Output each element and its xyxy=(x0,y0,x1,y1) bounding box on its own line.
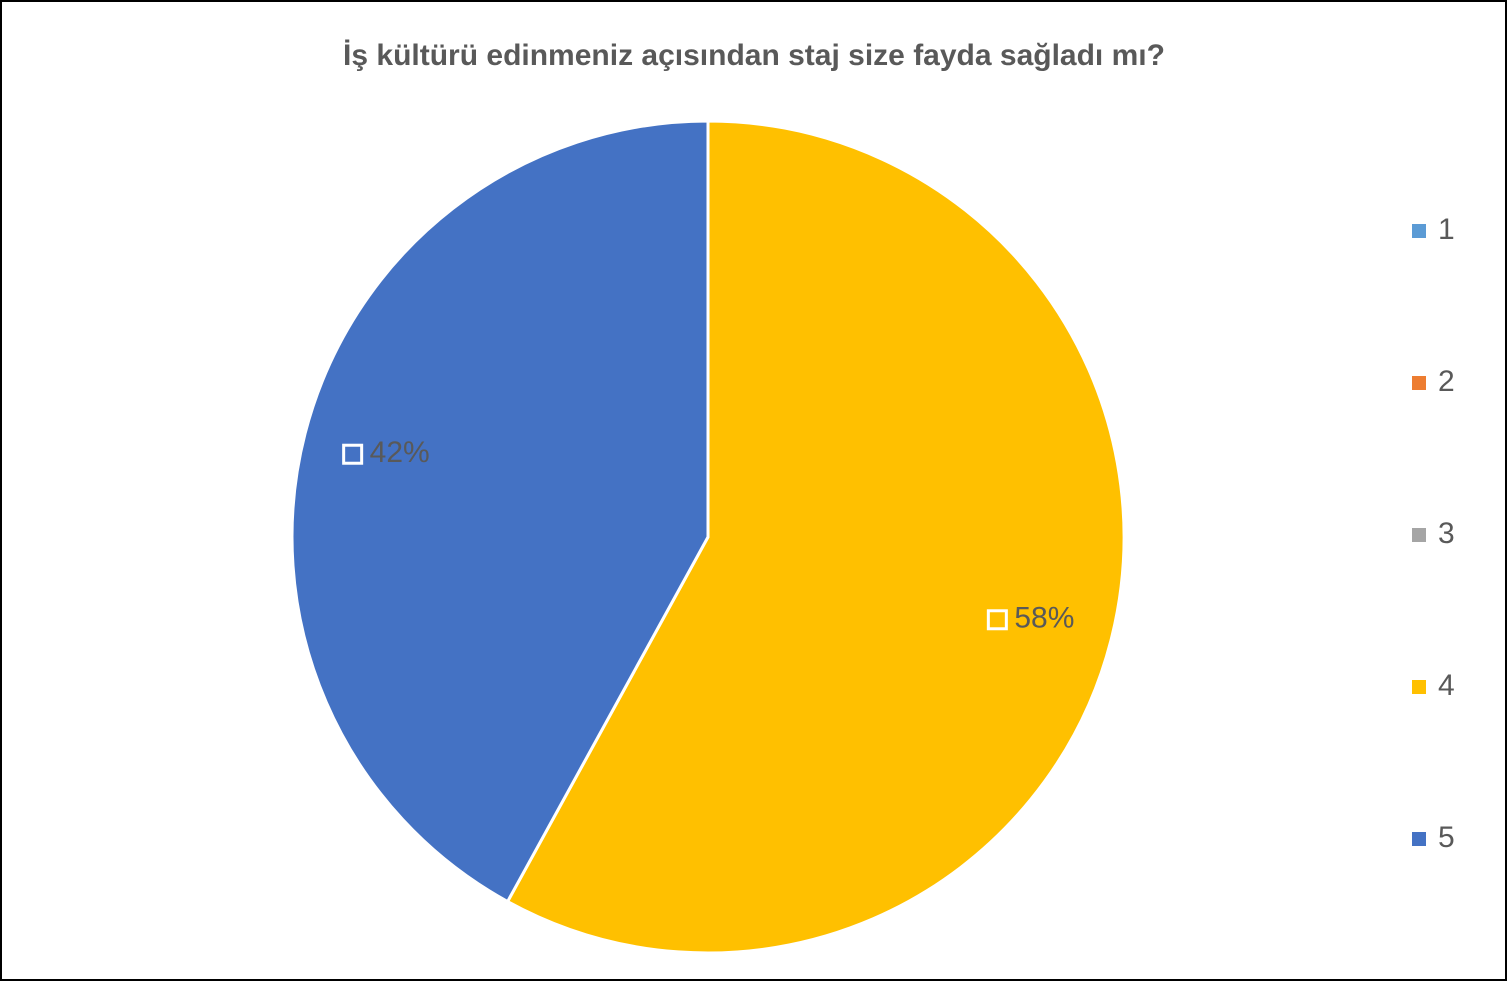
label-box xyxy=(342,443,364,465)
pie-slice xyxy=(505,119,1126,955)
legend-label: 1 xyxy=(1438,213,1455,246)
pie-slice xyxy=(290,119,710,904)
chart-title: İş kültürü edinmeniz açısından staj size… xyxy=(343,39,1165,72)
label-box xyxy=(986,609,1008,631)
legend-swatch xyxy=(1412,832,1426,846)
legend-label: 2 xyxy=(1438,365,1455,398)
legend-swatch xyxy=(1412,528,1426,542)
legend-label: 5 xyxy=(1438,821,1455,854)
data-label: 58% xyxy=(1014,602,1074,635)
legend-swatch xyxy=(1412,376,1426,390)
legend-label: 4 xyxy=(1438,669,1455,702)
legend-swatch xyxy=(1412,680,1426,694)
data-label: 42% xyxy=(370,436,430,469)
legend-swatch xyxy=(1412,224,1426,238)
legend-label: 3 xyxy=(1438,517,1455,550)
